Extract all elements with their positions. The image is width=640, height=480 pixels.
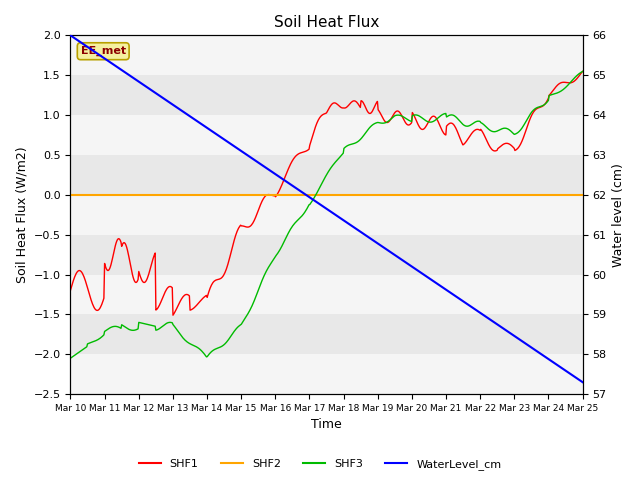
Y-axis label: Water level (cm): Water level (cm) bbox=[612, 163, 625, 267]
Bar bbox=[70, 115, 582, 155]
Bar bbox=[70, 195, 582, 235]
X-axis label: Time: Time bbox=[311, 419, 342, 432]
Bar bbox=[70, 235, 582, 275]
Title: Soil Heat Flux: Soil Heat Flux bbox=[274, 15, 379, 30]
Text: EE_met: EE_met bbox=[81, 46, 126, 56]
Bar bbox=[70, 155, 582, 195]
Bar bbox=[70, 354, 582, 394]
Bar bbox=[70, 314, 582, 354]
Bar bbox=[70, 36, 582, 75]
Legend: SHF1, SHF2, SHF3, WaterLevel_cm: SHF1, SHF2, SHF3, WaterLevel_cm bbox=[134, 455, 506, 474]
Y-axis label: Soil Heat Flux (W/m2): Soil Heat Flux (W/m2) bbox=[15, 146, 28, 283]
Bar bbox=[70, 275, 582, 314]
Bar bbox=[70, 75, 582, 115]
